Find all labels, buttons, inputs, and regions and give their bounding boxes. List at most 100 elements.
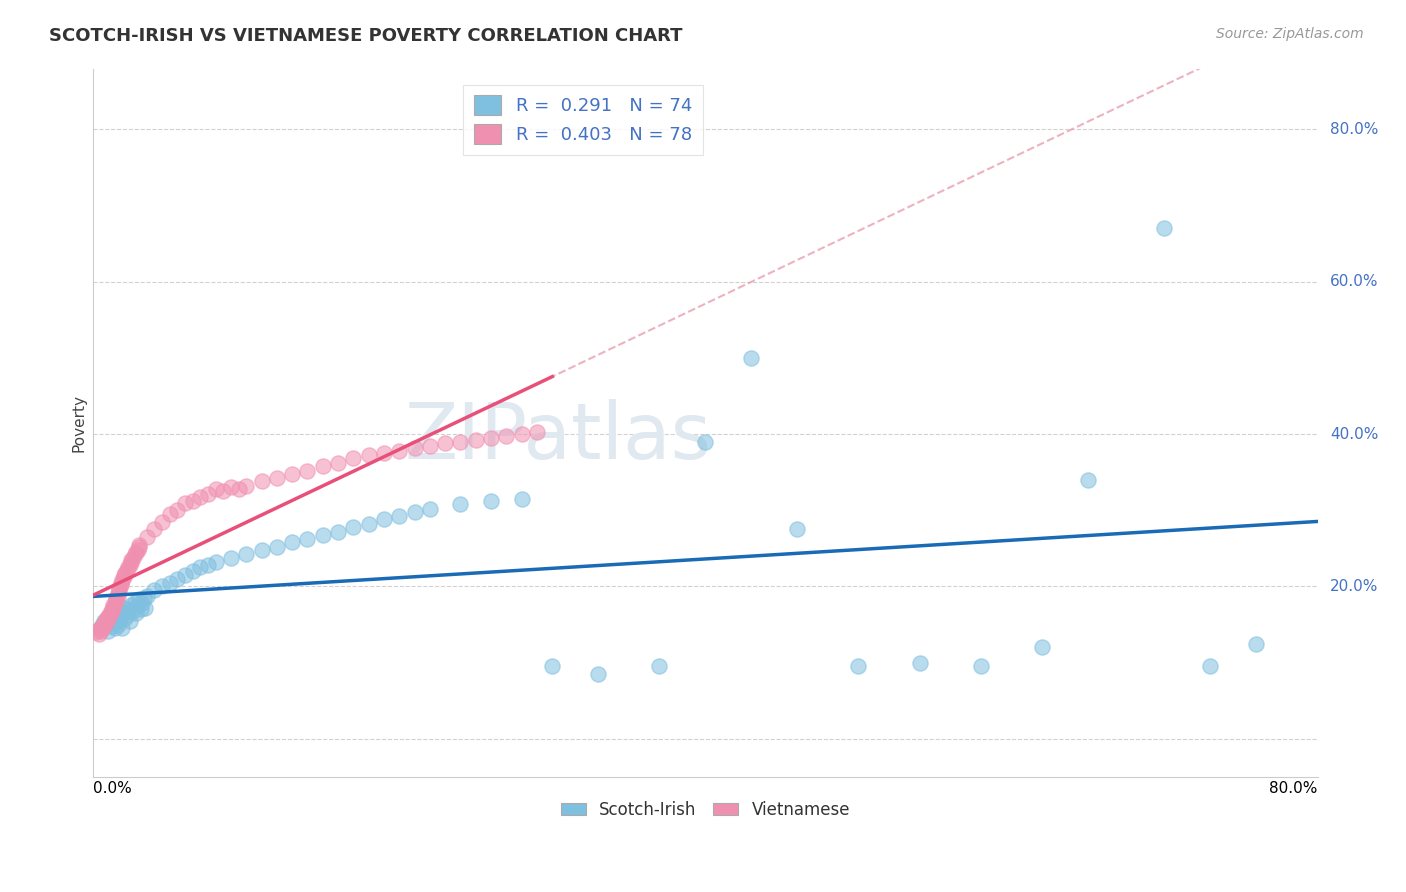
Point (1199, 659, 1222, 673)
Point (159, 507, 181, 521)
Point (219, 550, 242, 565)
Point (1031, 640, 1053, 655)
Point (1077, 473, 1099, 487)
Point (104, 621, 127, 635)
Point (648, 659, 671, 673)
Point (204, 482, 226, 496)
Point (388, 443, 411, 458)
Point (100, 619, 122, 633)
Point (495, 428, 517, 442)
Point (197, 486, 219, 500)
Point (110, 575, 132, 590)
Point (84, 625, 107, 640)
Point (204, 555, 226, 569)
Point (105, 593, 128, 607)
Point (111, 574, 134, 588)
Point (131, 596, 153, 610)
Point (104, 596, 127, 610)
Point (1153, 221, 1175, 235)
Point (219, 480, 242, 494)
Point (107, 617, 129, 632)
Point (108, 583, 131, 598)
Point (357, 516, 380, 531)
Point (100, 602, 122, 616)
Point (128, 592, 150, 607)
Point (105, 611, 128, 625)
Point (93, 614, 115, 628)
Point (404, 441, 426, 455)
Point (150, 579, 173, 593)
Text: 80.0%: 80.0% (1270, 780, 1317, 796)
Point (250, 542, 273, 557)
Point (98, 614, 121, 628)
Point (197, 558, 219, 573)
Point (101, 599, 124, 613)
Point (342, 520, 364, 534)
Point (124, 595, 146, 609)
Point (93, 619, 115, 633)
Point (120, 553, 142, 567)
Point (174, 568, 197, 582)
Point (404, 505, 426, 519)
Point (586, 667, 609, 681)
Point (94, 619, 117, 633)
Point (97, 610, 120, 624)
Point (312, 459, 335, 474)
Point (450, 497, 472, 511)
Point (105, 607, 128, 622)
Point (97, 611, 120, 625)
Point (108, 581, 131, 595)
Point (128, 537, 150, 551)
Text: Source: ZipAtlas.com: Source: ZipAtlas.com (1216, 27, 1364, 41)
Point (117, 560, 139, 574)
Point (188, 560, 211, 574)
Point (105, 591, 128, 605)
Point (357, 449, 380, 463)
Point (128, 540, 150, 554)
Point (107, 585, 129, 599)
Point (96, 614, 118, 628)
Point (115, 563, 138, 577)
Point (129, 602, 152, 616)
Point (112, 570, 135, 584)
Point (695, 434, 717, 449)
Point (143, 583, 166, 598)
Point (87, 623, 110, 637)
Point (118, 614, 141, 628)
Point (112, 600, 135, 615)
Point (111, 621, 134, 635)
Point (108, 614, 131, 628)
Point (419, 501, 441, 516)
Point (786, 522, 808, 536)
Point (94, 615, 117, 630)
Point (112, 568, 135, 582)
Point (118, 558, 141, 573)
Point (342, 451, 364, 466)
Point (541, 659, 564, 673)
Point (96, 611, 118, 625)
Point (266, 540, 288, 554)
Point (107, 589, 129, 603)
Point (96, 615, 118, 630)
Point (174, 496, 197, 510)
Text: SCOTCH-IRISH VS VIETNAMESE POVERTY CORRELATION CHART: SCOTCH-IRISH VS VIETNAMESE POVERTY CORRE… (49, 27, 683, 45)
Point (212, 484, 235, 499)
Point (94, 614, 117, 628)
Point (228, 482, 250, 496)
Point (135, 589, 157, 603)
Point (740, 351, 762, 365)
Point (127, 599, 149, 613)
Point (908, 656, 931, 670)
Y-axis label: Poverty: Poverty (72, 393, 86, 451)
Point (98, 608, 121, 623)
Text: 80.0%: 80.0% (1330, 122, 1378, 137)
Point (297, 464, 319, 478)
Point (281, 467, 304, 481)
Point (464, 434, 486, 448)
Point (373, 446, 395, 460)
Point (132, 591, 155, 605)
Point (312, 527, 335, 541)
Point (143, 522, 166, 536)
Point (419, 438, 441, 452)
Point (479, 431, 502, 445)
